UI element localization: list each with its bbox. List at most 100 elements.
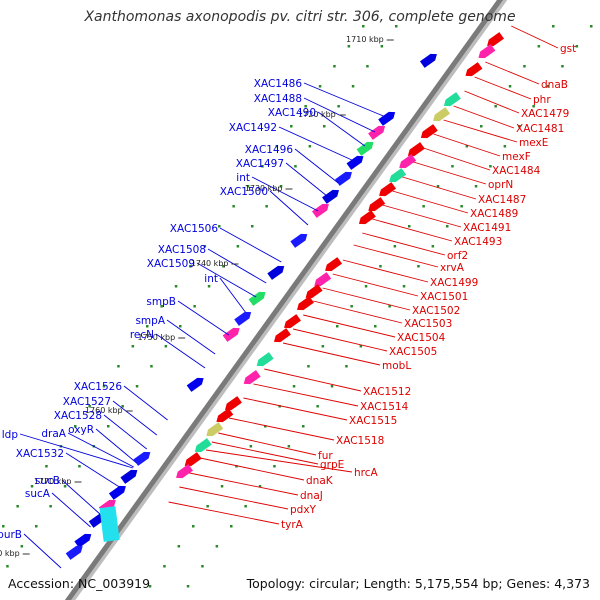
tick-dot — [436, 185, 440, 188]
gene-shape — [305, 284, 323, 299]
tick-dot — [174, 285, 178, 288]
label-leader-lines — [19, 25, 559, 569]
tick-dot — [207, 285, 211, 288]
tick-dot — [336, 325, 339, 328]
forward-leader-line — [166, 319, 216, 355]
tick-dot — [523, 65, 526, 68]
reverse-gene-label: orf2 — [447, 250, 468, 262]
suc-block — [99, 506, 120, 542]
tick-dot — [235, 465, 238, 468]
reverse-leader-line — [179, 486, 289, 510]
tick-dot — [302, 425, 305, 428]
gene-shape — [420, 124, 438, 139]
forward-leader-line — [95, 428, 137, 464]
tick-dot — [244, 505, 247, 508]
gene-features — [65, 32, 505, 560]
tick-label: 1780 kbp — [0, 549, 20, 558]
tick-dot — [218, 225, 221, 228]
tick-dot — [408, 225, 411, 228]
gene-shape — [206, 422, 224, 437]
tick-dot — [135, 385, 139, 388]
gene-shape — [225, 396, 242, 411]
forward-gene-label: XAC1497 — [236, 158, 284, 170]
reverse-gene-arrow — [368, 197, 386, 212]
forward-gene-label: smpA — [135, 315, 165, 327]
tick-dot — [446, 225, 449, 228]
forward-gene-label: oxyR — [68, 424, 94, 436]
gene-shape — [108, 485, 126, 500]
forward-gene-label: XAC1486 — [254, 78, 303, 90]
reverse-gene-arrow — [194, 438, 212, 453]
forward-gene-label: smpB — [146, 296, 176, 308]
tick-dot — [395, 25, 398, 28]
gene-shape — [346, 155, 364, 170]
gene-shape — [478, 44, 496, 59]
tick-dot — [249, 445, 253, 448]
gene-shape — [243, 370, 261, 385]
tick-dot — [30, 485, 34, 488]
forward-gene-arrow — [120, 469, 138, 484]
forward-gene-label: recN — [130, 329, 154, 341]
forward-gene-label: ldp — [2, 429, 19, 441]
reverse-gene-label: dnaK — [306, 475, 334, 487]
forward-gene-arrow — [290, 233, 308, 248]
tick-dot — [264, 425, 267, 428]
tick-dot — [35, 525, 38, 528]
tick-dot — [508, 85, 512, 88]
gene-shape — [487, 32, 505, 47]
gene-shape — [120, 469, 138, 484]
tick-dot — [192, 525, 195, 528]
reverse-gene-label: phr — [533, 94, 551, 106]
tick-dot — [179, 325, 182, 328]
tick-dot — [359, 345, 363, 348]
reverse-gene-arrow — [399, 154, 417, 169]
reverse-gene-arrow — [206, 422, 224, 437]
forward-gene-labels: XAC1486 XAC1488 XAC1490 XAC1492 XAC1496 XAC14… — [0, 78, 316, 541]
gene-shape — [248, 291, 266, 306]
tick-label: 1770 kbp — [34, 477, 72, 486]
reverse-gene-label: XAC1481 — [516, 123, 564, 135]
tick-dot — [222, 265, 225, 268]
backbone-line — [64, 0, 504, 600]
forward-gene-arrow — [133, 451, 151, 466]
forward-leader-line — [285, 162, 329, 198]
forward-gene-label: XAC1532 — [16, 448, 64, 460]
forward-leader-line — [65, 452, 120, 488]
reverse-gene-label: dnaB — [541, 79, 568, 91]
forward-gene-label: XAC1492 — [229, 122, 277, 134]
tick-dot — [417, 265, 420, 268]
reverse-gene-arrow — [273, 328, 291, 343]
reverse-leader-line — [433, 133, 501, 157]
tick-dot — [278, 405, 281, 408]
reverse-leader-line — [511, 25, 559, 49]
tick-dot — [107, 425, 110, 428]
tick-dot — [292, 385, 296, 388]
forward-leader-line — [219, 227, 282, 263]
gene-shape — [65, 545, 83, 560]
forward-gene-arrow — [108, 485, 126, 500]
reverse-gene-label: XAC1484 — [492, 165, 541, 177]
tick-dot — [265, 205, 268, 208]
reverse-gene-label: dnaJ — [300, 490, 323, 502]
forward-gene-arrow — [248, 291, 266, 306]
tick-dot — [546, 85, 550, 88]
reverse-leader-line — [243, 397, 348, 421]
reverse-gene-label: gst — [560, 43, 576, 55]
reverse-leader-line — [353, 244, 439, 268]
tick-dot — [279, 185, 283, 188]
forward-gene-arrow — [267, 265, 285, 280]
reverse-gene-arrow — [243, 370, 261, 385]
reverse-gene-label: XAC1489 — [470, 208, 518, 220]
forward-gene-label: int — [236, 172, 250, 184]
tick-dot — [121, 405, 124, 408]
reverse-gene-label: XAC1515 — [349, 415, 397, 427]
tick-dot — [258, 485, 262, 488]
tick-dot — [518, 125, 521, 128]
tick-dot — [374, 325, 377, 328]
forward-gene-label: sucB — [35, 475, 60, 487]
reverse-gene-arrow — [284, 314, 301, 329]
tick-dot — [431, 245, 435, 248]
tick-dot — [201, 565, 204, 568]
gene-shape — [267, 265, 285, 280]
